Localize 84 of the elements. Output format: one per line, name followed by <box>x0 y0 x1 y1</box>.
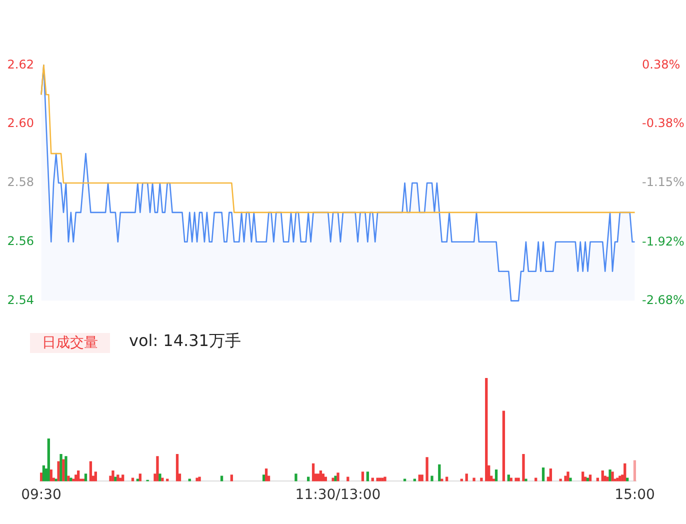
bar <box>549 468 552 482</box>
bar <box>633 460 636 482</box>
bar <box>64 456 68 482</box>
bar <box>89 461 92 482</box>
bar <box>324 476 327 482</box>
bar <box>156 456 159 482</box>
bar <box>336 472 340 482</box>
bar <box>57 461 60 482</box>
y-tick-label: 2.54 <box>7 292 34 307</box>
bar <box>84 474 88 482</box>
bar <box>438 464 441 482</box>
bar <box>312 463 315 482</box>
bar <box>566 472 570 482</box>
bar <box>47 438 50 482</box>
bar <box>138 474 142 482</box>
bar <box>522 454 525 482</box>
y2-tick-label: -0.38% <box>642 116 684 130</box>
x-tick-label: 11:30/13:00 <box>295 487 381 504</box>
y2-tick-label: -2.68% <box>642 292 684 307</box>
y2-tick-label: 0.38% <box>642 57 680 72</box>
bar <box>361 472 364 482</box>
bar <box>445 476 448 482</box>
bar <box>542 467 545 482</box>
bar <box>502 410 506 482</box>
y-tick-label: 2.60 <box>7 116 34 130</box>
bar <box>582 472 584 482</box>
bar <box>158 474 162 482</box>
bar <box>524 478 528 482</box>
bar <box>465 474 468 482</box>
bar <box>606 476 609 482</box>
bar <box>176 454 179 482</box>
bar <box>40 472 43 482</box>
y2-tick-label: -1.15% <box>642 175 684 190</box>
bar <box>559 478 562 482</box>
bar <box>485 378 488 482</box>
y-tick-label: 2.62 <box>7 57 34 72</box>
bar <box>480 478 483 482</box>
bar <box>220 476 224 482</box>
y-tick-label: 2.56 <box>7 234 34 248</box>
bar <box>94 472 97 482</box>
bar <box>42 465 46 482</box>
bar <box>262 474 266 482</box>
bar <box>494 470 498 482</box>
bar <box>264 468 268 482</box>
y2-tick-label: -1.92% <box>642 234 684 248</box>
y-tick-label: 2.58 <box>7 175 34 190</box>
bar <box>517 478 520 482</box>
bar <box>60 454 62 482</box>
bar <box>569 478 572 482</box>
bar <box>230 474 233 482</box>
bar <box>430 476 434 482</box>
bar <box>384 476 386 482</box>
bar <box>74 474 78 482</box>
bar <box>564 476 567 482</box>
bar <box>507 474 510 482</box>
bar <box>116 474 120 482</box>
bar <box>346 476 350 482</box>
bar <box>472 478 476 482</box>
text: vol: 14.31万手 <box>129 331 241 352</box>
bar <box>112 470 114 482</box>
bar <box>62 459 65 482</box>
bar <box>77 470 80 482</box>
bar <box>588 474 592 482</box>
bar <box>418 474 421 482</box>
bar <box>122 474 124 482</box>
bar <box>50 470 52 482</box>
text: 日成交量 <box>30 333 110 353</box>
x-tick-label: 15:00 <box>614 487 655 504</box>
bar <box>322 474 324 482</box>
bar <box>618 476 622 482</box>
bar <box>420 474 424 482</box>
x-tick-label: 09:30 <box>21 487 62 504</box>
bar <box>294 474 298 482</box>
bar <box>198 476 201 482</box>
bar <box>611 472 614 482</box>
bar <box>426 457 428 482</box>
bar <box>608 470 612 482</box>
bar <box>624 463 626 482</box>
bar <box>67 476 70 482</box>
bar <box>114 476 117 482</box>
bar <box>366 472 370 482</box>
bar <box>306 476 310 482</box>
bar <box>601 470 604 482</box>
bar <box>334 476 337 482</box>
